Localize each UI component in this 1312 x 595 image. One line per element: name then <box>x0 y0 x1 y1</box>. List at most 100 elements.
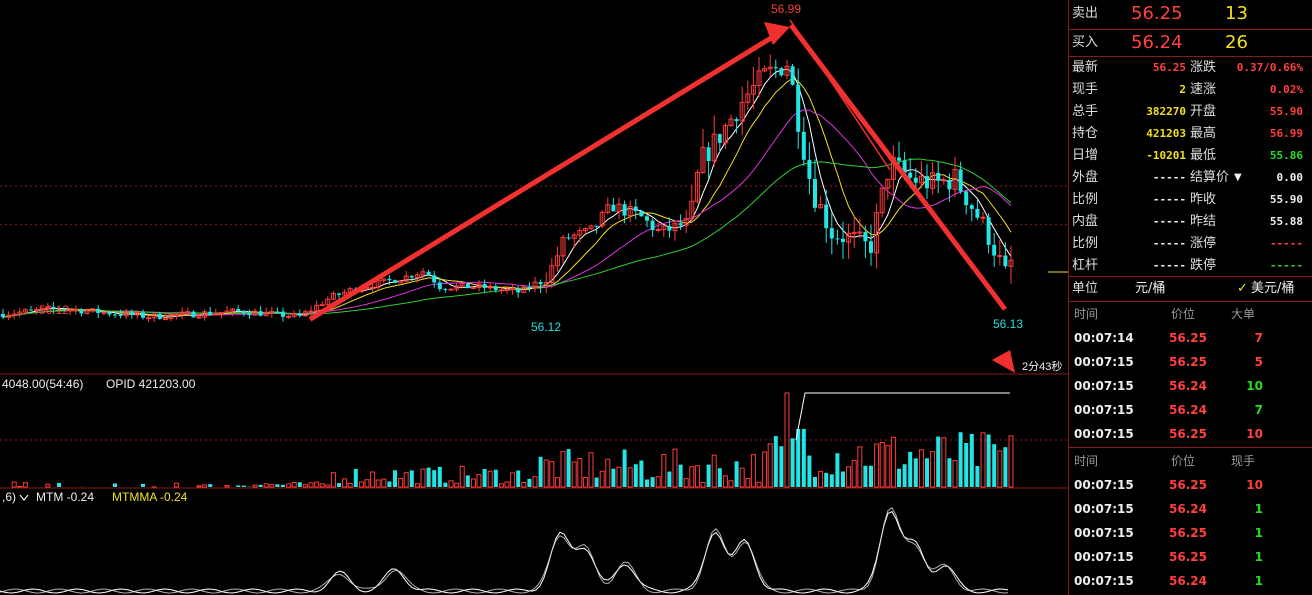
candle-body <box>516 288 521 293</box>
stat-label: 总手 <box>1072 104 1099 119</box>
mtmma-label: MTMMA -0.24 <box>112 490 188 504</box>
candle-body <box>930 172 936 189</box>
ma20-line <box>2 109 1012 318</box>
volume-bar <box>45 483 51 488</box>
candle-body <box>728 118 734 127</box>
candle-body <box>146 317 152 320</box>
candle-body <box>897 157 901 161</box>
stat-label: 跌停 <box>1190 258 1217 273</box>
candle-body <box>22 309 28 313</box>
stat-value: -10201 <box>1146 149 1186 162</box>
volume-bar <box>113 483 117 487</box>
table-row[interactable]: 00:07:15 56.25 5 <box>1069 350 1312 374</box>
volume-bar <box>543 459 549 488</box>
stat-value: 55.88 <box>1269 215 1303 228</box>
candle-body <box>661 225 667 231</box>
divider <box>1069 29 1312 30</box>
candlestick-chart[interactable]: 56.99 56.12 56.12 56.13 2分43秒 4048.00(54… <box>0 0 1068 595</box>
candle-body <box>218 311 224 315</box>
volume-bar <box>577 457 583 488</box>
candle-body <box>185 311 191 314</box>
volume-bar <box>992 444 997 487</box>
dropdown-icon[interactable]: ▼ <box>1234 172 1242 183</box>
divider <box>1069 276 1312 277</box>
stat-value: 56.25 <box>1152 61 1186 74</box>
unit-option[interactable]: 美元/桶 <box>1251 281 1295 296</box>
candle-body <box>308 310 314 313</box>
volume-bar <box>308 482 314 488</box>
stat-label: 涨跌 <box>1190 60 1217 75</box>
candle-body <box>790 66 795 85</box>
mid-low-label: 56.12 <box>531 320 561 334</box>
sell-price: 56.25 <box>1131 3 1183 24</box>
volume-bar <box>818 470 824 488</box>
candle-body <box>370 286 376 289</box>
volume-bar <box>722 475 728 488</box>
stat-value: ----- <box>1152 237 1186 250</box>
candle-body <box>599 211 605 227</box>
stat-value: 0.00 <box>1276 171 1304 184</box>
candle-body <box>739 101 745 122</box>
volume-bar <box>902 464 907 487</box>
volume-bar <box>437 466 442 487</box>
candle-body <box>767 66 773 70</box>
buy-price: 56.24 <box>1131 32 1183 53</box>
volume-bar <box>897 468 901 487</box>
mtmma-line <box>0 507 1009 594</box>
candle-body <box>84 310 90 314</box>
table-row[interactable]: 00:07:15 56.25 1 <box>1069 545 1312 569</box>
stat-row: 比例 ----- 涨停 ----- <box>1069 233 1312 255</box>
candle-body <box>947 179 952 190</box>
chart-area[interactable]: 56.99 56.12 56.12 56.13 2分43秒 4048.00(54… <box>0 0 1068 595</box>
left-high-label: 56.12 <box>39 303 69 317</box>
table-row[interactable]: 00:07:15 56.25 1 <box>1069 521 1312 545</box>
candle-body <box>498 289 504 292</box>
stat-label: 持仓 <box>1072 126 1099 141</box>
stat-value: 55.90 <box>1269 193 1303 206</box>
table-row[interactable]: 00:07:15 56.24 1 <box>1069 569 1312 593</box>
candle-body <box>784 65 790 76</box>
row-time: 00:07:15 <box>1074 550 1134 564</box>
candle-body <box>432 275 437 283</box>
candle-body <box>918 175 924 184</box>
table-header: 时间 价位 现手 <box>1069 449 1312 473</box>
volume-bar <box>516 470 521 487</box>
volume-bar <box>448 480 454 488</box>
candle-body <box>129 312 134 315</box>
volume-bar <box>678 464 683 487</box>
table-row[interactable]: 00:07:15 56.24 1 <box>1069 497 1312 521</box>
volume-bar <box>869 465 873 487</box>
mtm-dropdown-icon[interactable] <box>19 494 29 501</box>
volume-bar <box>975 466 980 487</box>
annotation-line <box>789 19 891 171</box>
volume-bar <box>728 480 734 488</box>
table-row[interactable]: 00:07:15 56.24 7 <box>1069 398 1312 422</box>
candle-body <box>846 232 852 243</box>
table-row[interactable]: 00:07:14 56.25 7 <box>1069 326 1312 350</box>
volume-bar <box>554 477 560 488</box>
table-row[interactable]: 00:07:15 56.25 10 <box>1069 422 1312 446</box>
candle-body <box>779 68 784 76</box>
table-row[interactable]: 00:07:15 56.25 10 <box>1069 473 1312 497</box>
volume-bar <box>281 484 285 487</box>
volume-bar <box>639 460 644 487</box>
stat-row: 总手 382270 开盘 55.90 <box>1069 101 1312 123</box>
volume-bar <box>582 477 588 488</box>
volume-bar <box>330 472 336 488</box>
candle-body <box>437 282 442 290</box>
volume-bar <box>560 450 566 488</box>
row-time: 00:07:14 <box>1074 331 1134 345</box>
volume-bar <box>829 474 834 487</box>
volume-bar <box>258 484 263 487</box>
candle-body <box>281 311 285 317</box>
table-row[interactable]: 00:07:15 56.24 10 <box>1069 374 1312 398</box>
candle-body <box>543 281 549 285</box>
volume-bar <box>11 481 17 488</box>
row-qty: 1 <box>1254 502 1263 516</box>
unit-row[interactable]: 单位 元/桶 ✓ 美元/桶 <box>1069 278 1312 300</box>
row-qty: 10 <box>1246 427 1263 441</box>
volume-bar <box>510 472 516 488</box>
volume-bar <box>807 455 812 487</box>
candle-body <box>286 315 292 318</box>
volume-bar <box>986 434 991 487</box>
